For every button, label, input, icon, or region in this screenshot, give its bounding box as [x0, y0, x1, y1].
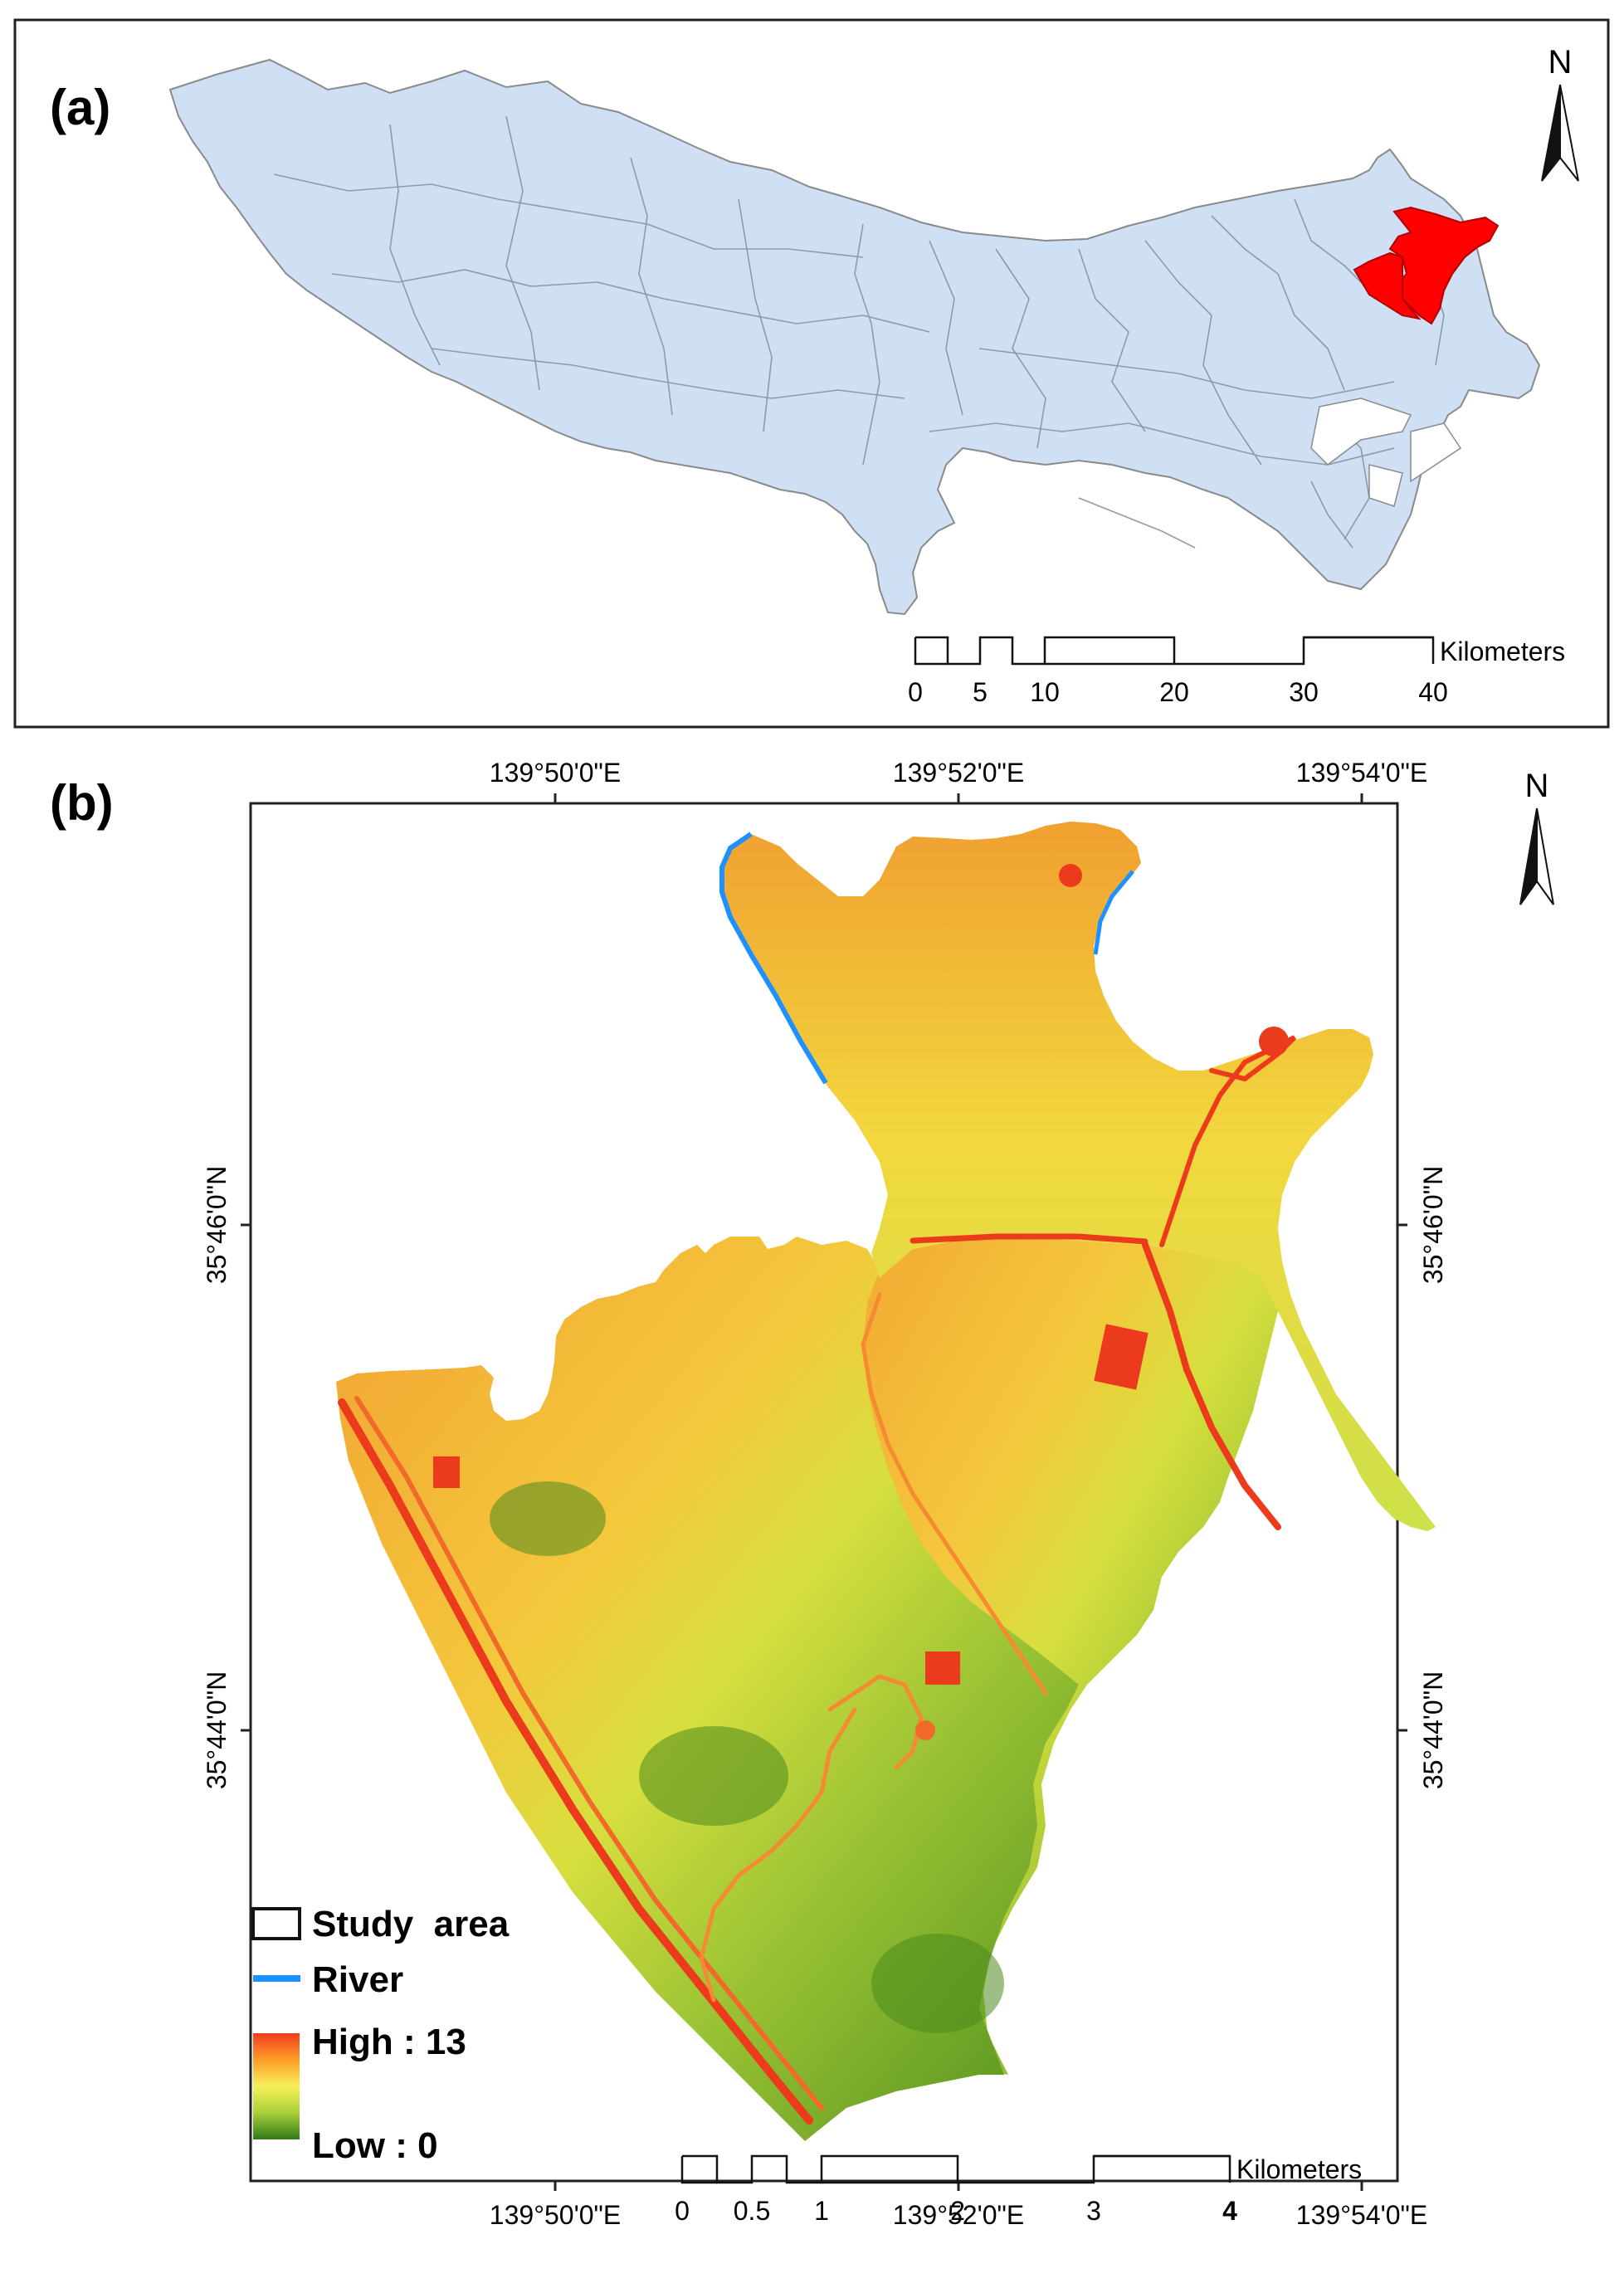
graticule-ticks [241, 793, 1407, 2191]
lat-right-1: 35°46'0"N [1418, 1166, 1448, 1284]
scale-tick-label: 2 [950, 2196, 965, 2226]
legend-study-area-swatch [251, 1907, 301, 1940]
panel-b-label: (b) [50, 775, 114, 831]
scale-bar-a: Kilometers 0 5 10 20 30 40 [908, 636, 1565, 707]
legend-color-ramp [253, 2033, 300, 2139]
study-area-west [336, 1237, 1079, 2141]
lat-right-2: 35°44'0"N [1418, 1671, 1448, 1789]
legend-low-label: Low : 0 [312, 2125, 438, 2166]
tokyo-region [168, 58, 1541, 616]
panel-a-label: (a) [50, 80, 110, 135]
scale-tick-label: 40 [1418, 677, 1448, 707]
scale-tick-label: 0 [908, 677, 923, 707]
north-arrow-a: N [1541, 44, 1579, 182]
hot-streaks [338, 1035, 1297, 2125]
scale-tick-label: 5 [973, 677, 988, 707]
legend-river-label: River [312, 1959, 403, 2000]
legend-study-area-label: Study area [312, 1904, 510, 1944]
lon-top-1: 139°50'0"E [490, 758, 621, 788]
study-area-north [720, 822, 1436, 1531]
scale-tick-label: 4 [1222, 2196, 1237, 2226]
scale-bar-b: Kilometers 0 0.5 1 2 3 4 [675, 2154, 1362, 2226]
legend-high-label: High : 13 [312, 2022, 466, 2062]
north-arrow-b: N [1519, 768, 1554, 905]
scale-tick-label: 3 [1086, 2196, 1101, 2226]
north-label-b: N [1525, 768, 1549, 804]
panel-a-frame [13, 18, 1610, 729]
river-bank-north [719, 832, 828, 1085]
lon-bottom-2: 139°52'0"E [893, 2200, 1024, 2230]
river-bank-east [1093, 870, 1134, 955]
lat-left-1: 35°46'0"N [202, 1166, 232, 1284]
scale-b-unit: Kilometers [1236, 2154, 1362, 2184]
study-area-map [336, 822, 1436, 2141]
scale-tick-label: 30 [1289, 677, 1319, 707]
north-label-a: N [1548, 44, 1573, 80]
lon-bottom-3: 139°54'0"E [1296, 2200, 1427, 2230]
scale-tick-label: 1 [814, 2196, 829, 2226]
scale-tick-label: 20 [1159, 677, 1189, 707]
lon-top-2: 139°52'0"E [893, 758, 1024, 788]
scale-tick-label: 10 [1030, 677, 1060, 707]
hot-patches [433, 864, 1289, 1740]
cool-patches [490, 1481, 1004, 2033]
study-area-highlight [1388, 206, 1500, 325]
lon-top-3: 139°54'0"E [1296, 758, 1427, 788]
bay-details [1310, 398, 1462, 507]
lat-left-2: 35°44'0"N [202, 1671, 232, 1789]
scale-a-unit: Kilometers [1440, 637, 1565, 666]
scale-tick-label: 0 [675, 2196, 690, 2226]
scale-tick-label: 0.5 [734, 2196, 770, 2226]
study-area-highlight-west [1353, 251, 1422, 320]
legend: Study area River High : 13 Low : 0 [251, 1904, 510, 2166]
lon-bottom-1: 139°50'0"E [490, 2200, 621, 2230]
